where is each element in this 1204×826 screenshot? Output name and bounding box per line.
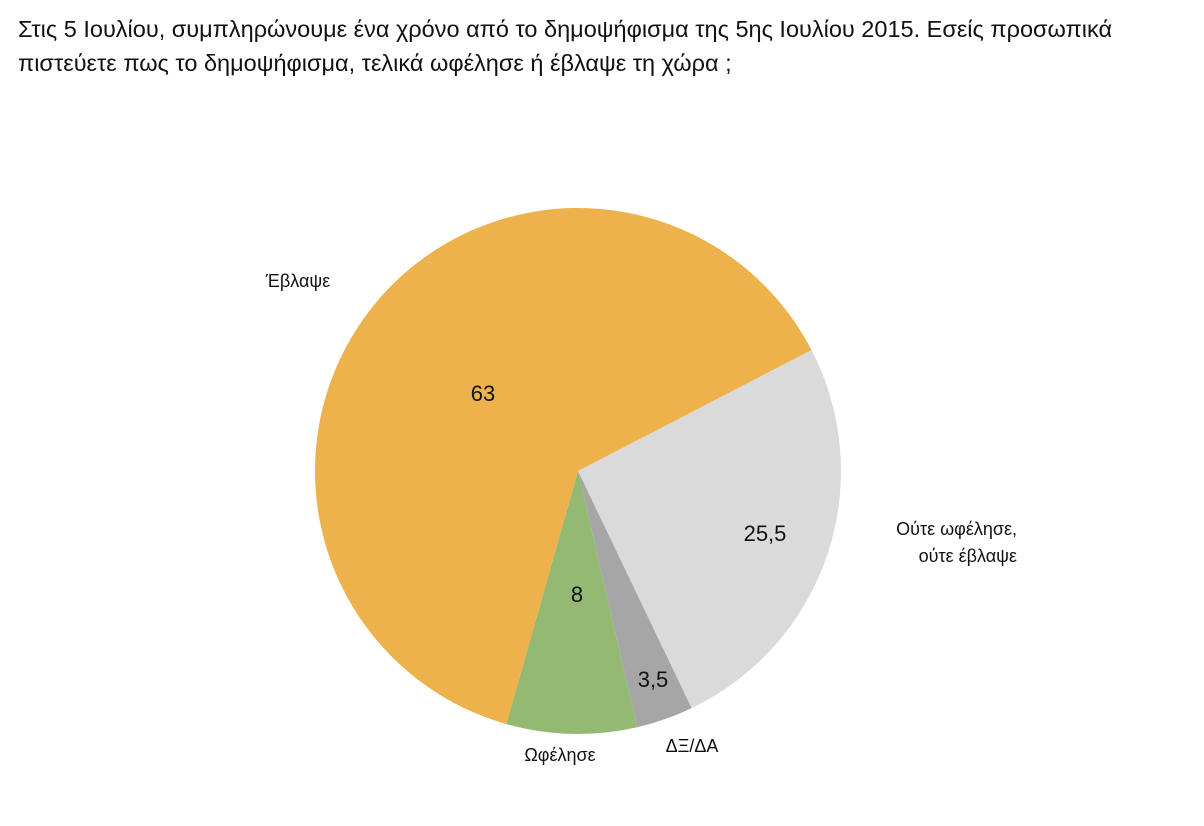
category-label: Ούτε ωφέλησε, ούτε έβλαψε [896,519,1017,566]
value-label: 63 [470,381,496,406]
pie-slice [314,207,812,725]
value-label: 25,5 [743,521,787,546]
pie-slice [578,471,692,728]
category-label: Ωφέλησε [524,745,596,765]
chart-title: Στις 5 Ιουλίου, συμπληρώνουμε ένα χρόνο … [18,16,1113,76]
category-label: Έβλαψε [265,271,331,291]
value-label: 8 [570,582,584,607]
pie-slice [506,471,638,734]
pie-slice [578,349,841,709]
category-label: ΔΞ/ΔΑ [665,736,719,756]
value-label: 3,5 [637,667,669,692]
